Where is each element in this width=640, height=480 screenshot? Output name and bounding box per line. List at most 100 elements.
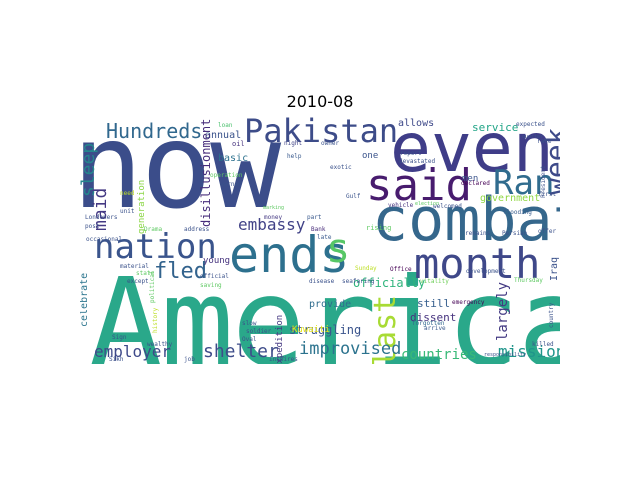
word-inspires: inspires [269, 356, 298, 363]
word-wealthy: wealthy [147, 341, 173, 348]
word-shelter: shelter [203, 341, 279, 362]
word-offer: offer [538, 228, 557, 235]
word-arrive: arrive [424, 325, 446, 332]
word-remains: remains [465, 230, 491, 237]
word-government: government [480, 193, 541, 204]
word-allows: allows [398, 118, 435, 129]
word-celebrate: celebrate [80, 272, 90, 327]
word-history: history [152, 307, 159, 333]
word-officially: officially [353, 276, 426, 290]
word-country: country [548, 302, 555, 328]
word-declared: declared [461, 180, 490, 187]
word-sign: Sign [112, 334, 127, 341]
word-election: election [415, 201, 440, 207]
word-job: job [184, 356, 195, 363]
word-countries: countries [401, 347, 477, 363]
word-operation: operation [210, 172, 243, 179]
word-pakistan: Pakistan [244, 117, 399, 150]
word-iraq: Iraq [549, 256, 560, 281]
word-material: material [120, 263, 149, 270]
word-political: political [149, 270, 156, 303]
word-struggling: struggling [289, 323, 362, 337]
word-said: said [366, 160, 472, 211]
word-killed: killed [532, 341, 554, 348]
word-official: official [200, 273, 229, 280]
word-disease: disease [309, 278, 335, 285]
word-thursday: Thursday [514, 277, 543, 284]
word-now: now [80, 117, 281, 235]
word-month: month [414, 239, 541, 288]
word-drama: Drama [144, 226, 163, 233]
word-dissent: dissent [410, 311, 457, 324]
word-money: money [264, 214, 283, 221]
word-mission: mission [498, 342, 560, 361]
word-saving: saving [200, 282, 222, 289]
word-still: still [417, 297, 451, 310]
word-oval: Oval [242, 336, 257, 343]
word-post: post [85, 223, 100, 230]
word-exotic: exotic [330, 164, 352, 171]
word-marking: marking [263, 205, 285, 211]
word-kuwaiti: Kuwaiti [292, 325, 330, 335]
word-expected: expected [516, 121, 545, 128]
word-vitality: vitality [420, 278, 449, 285]
word-forgotten: forgotten [412, 320, 445, 327]
word-londoners: Londoners [85, 214, 118, 221]
word-basic: basic [218, 153, 249, 164]
word-emergency: emergency [452, 299, 485, 306]
word-american: American [89, 252, 560, 364]
word-annual: annual [205, 130, 242, 141]
word-late: late [317, 234, 332, 241]
chart-title: 2010-08 [286, 92, 354, 111]
word-oil: oil [232, 140, 245, 148]
word-service: service [472, 121, 519, 134]
word-night: night [284, 140, 303, 147]
word-even: even [390, 117, 554, 188]
word-part: part [307, 214, 322, 221]
word-quarter: quarter [522, 134, 544, 140]
word-improvised: improvised [299, 339, 402, 359]
word-development: development [466, 268, 506, 275]
word-office: Office [390, 266, 412, 273]
word-devastated: devastated [399, 158, 436, 165]
word-combat: combat [372, 185, 560, 255]
word-persian: Persian [502, 230, 528, 237]
word-fled: fled [154, 259, 207, 284]
word-provide: provide [309, 299, 352, 310]
word-employer: employer [94, 342, 172, 361]
word-ends: ends [229, 226, 350, 284]
word-young: young [203, 256, 231, 266]
word-report: report [400, 150, 422, 157]
word-occasional: occasional [86, 236, 123, 243]
word-need: need [120, 190, 135, 197]
word-responsibility: responsibility [484, 352, 527, 358]
word-hundreds: Hundreds [106, 119, 203, 143]
word-embassy: embassy [238, 215, 306, 234]
word-race: race [537, 138, 552, 145]
word-nation: nation [94, 227, 217, 267]
word-bank: Bank [311, 226, 326, 233]
word-soldier: soldier [246, 328, 272, 335]
word-warned: warned [220, 181, 242, 188]
word-except: except [127, 278, 149, 285]
word-vehicle: vehicle [388, 202, 414, 209]
word-address: address [184, 226, 210, 233]
word-one: one [362, 151, 379, 161]
word-seafaring: seafaring [342, 278, 375, 285]
word-sikh: Sikh [109, 356, 124, 363]
word-sunday: Sunday [355, 265, 377, 272]
word-cloud: now American evencombatsaid ends Pakistan mon… [80, 117, 560, 364]
word-first: first [538, 191, 557, 198]
word-loan: loan [218, 122, 233, 129]
word-owner: owner [321, 140, 340, 147]
word-gulf: Gulf [346, 193, 361, 200]
word-flooding: flooding [503, 209, 532, 216]
word-s: s [326, 226, 351, 272]
word-slow: slow [242, 320, 257, 327]
word-men: men [462, 174, 479, 184]
word-welcomed: welcomed [433, 203, 462, 210]
word-largely: largely [495, 281, 511, 341]
word-state: state [136, 270, 155, 277]
word-help: help [287, 153, 302, 160]
word-unit: unit [120, 208, 135, 215]
